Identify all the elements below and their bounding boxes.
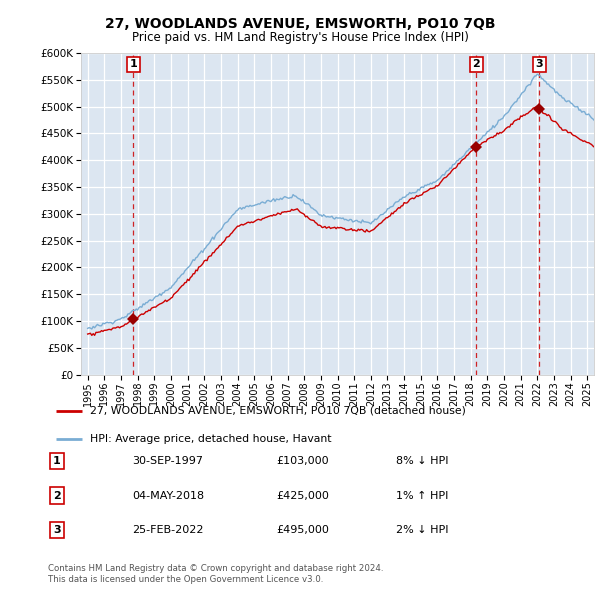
Text: 8% ↓ HPI: 8% ↓ HPI bbox=[396, 457, 449, 466]
Text: 1: 1 bbox=[53, 457, 61, 466]
Text: 3: 3 bbox=[536, 60, 543, 70]
Text: 27, WOODLANDS AVENUE, EMSWORTH, PO10 7QB: 27, WOODLANDS AVENUE, EMSWORTH, PO10 7QB bbox=[105, 17, 495, 31]
Text: £425,000: £425,000 bbox=[276, 491, 329, 500]
Text: Contains HM Land Registry data © Crown copyright and database right 2024.: Contains HM Land Registry data © Crown c… bbox=[48, 565, 383, 573]
Text: HPI: Average price, detached house, Havant: HPI: Average price, detached house, Hava… bbox=[90, 434, 331, 444]
Text: 1% ↑ HPI: 1% ↑ HPI bbox=[396, 491, 448, 500]
Text: 30-SEP-1997: 30-SEP-1997 bbox=[132, 457, 203, 466]
Text: Price paid vs. HM Land Registry's House Price Index (HPI): Price paid vs. HM Land Registry's House … bbox=[131, 31, 469, 44]
Text: £495,000: £495,000 bbox=[276, 525, 329, 535]
Text: 25-FEB-2022: 25-FEB-2022 bbox=[132, 525, 203, 535]
Text: 27, WOODLANDS AVENUE, EMSWORTH, PO10 7QB (detached house): 27, WOODLANDS AVENUE, EMSWORTH, PO10 7QB… bbox=[90, 406, 466, 416]
Text: 04-MAY-2018: 04-MAY-2018 bbox=[132, 491, 204, 500]
Text: 2% ↓ HPI: 2% ↓ HPI bbox=[396, 525, 449, 535]
Text: £103,000: £103,000 bbox=[276, 457, 329, 466]
Text: 2: 2 bbox=[53, 491, 61, 500]
Text: This data is licensed under the Open Government Licence v3.0.: This data is licensed under the Open Gov… bbox=[48, 575, 323, 584]
Text: 2: 2 bbox=[472, 60, 480, 70]
Text: 1: 1 bbox=[130, 60, 137, 70]
Text: 3: 3 bbox=[53, 525, 61, 535]
